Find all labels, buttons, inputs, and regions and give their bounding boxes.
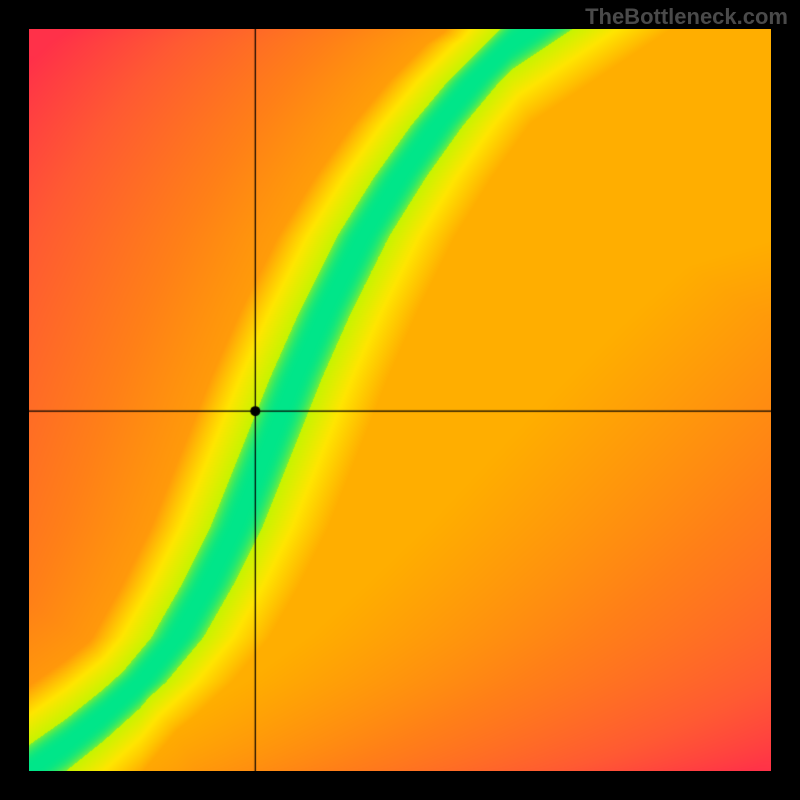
bottleneck-heatmap bbox=[29, 29, 771, 771]
watermark-text: TheBottleneck.com bbox=[585, 4, 788, 30]
